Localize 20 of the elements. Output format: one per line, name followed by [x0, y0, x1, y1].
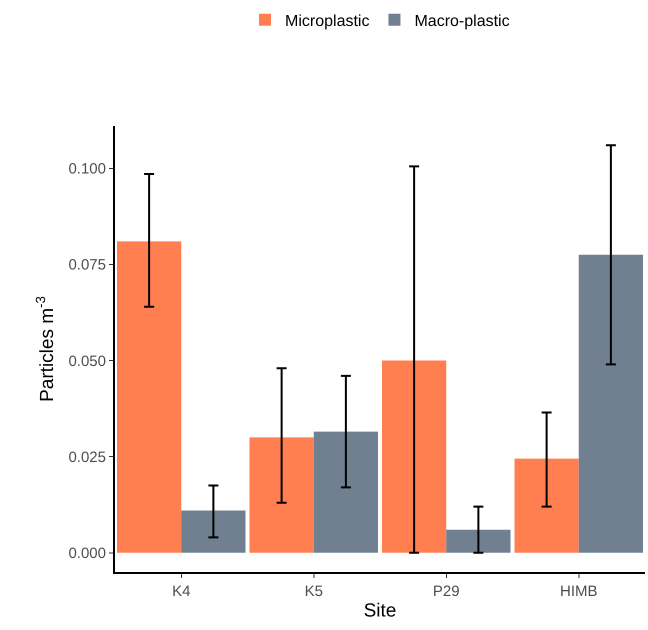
legend-label: Microplastic	[285, 12, 370, 30]
y-tick-label: 0.050	[68, 352, 106, 370]
y-tick-label: 0.000	[68, 545, 106, 562]
x-tick-label: K5	[304, 583, 323, 600]
bar	[446, 530, 511, 553]
y-tick-label: 0.100	[68, 160, 106, 178]
bar	[249, 437, 314, 553]
x-tick-label: K4	[172, 583, 190, 600]
bar	[314, 432, 378, 553]
x-tick-label: HIMB	[560, 583, 598, 600]
bar	[382, 360, 446, 553]
bar	[181, 510, 246, 553]
legend-label: Macro-plastic	[414, 12, 510, 30]
bar	[514, 458, 579, 553]
bar	[116, 241, 182, 553]
bar	[578, 254, 644, 553]
y-tick-label: 0.025	[68, 448, 106, 466]
y-tick-label: 0.075	[68, 256, 106, 274]
x-tick-label: P29	[432, 583, 460, 600]
x-axis-title: Site	[364, 600, 396, 622]
